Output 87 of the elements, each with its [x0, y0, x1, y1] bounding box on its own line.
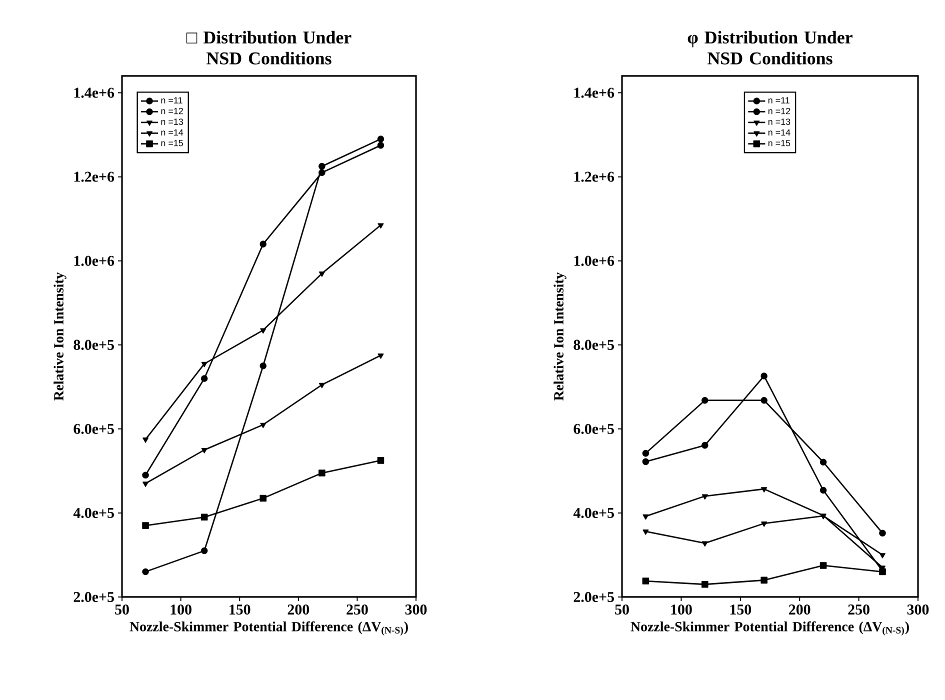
point: [702, 494, 708, 500]
point: [377, 136, 384, 142]
x-tick-label: 300: [907, 604, 929, 615]
point: [142, 438, 149, 443]
y-axis-title: Relative Ion Intensity: [54, 272, 66, 401]
point: [318, 272, 325, 277]
point: [318, 470, 326, 476]
y-tick-label: 2.0e+5: [574, 592, 614, 602]
legend-label: n =13: [161, 118, 183, 125]
y-tick-label: 1.4e+6: [574, 88, 614, 98]
point: [760, 396, 768, 404]
point: [701, 442, 708, 449]
y-tick-label: 6.0e+5: [574, 424, 614, 434]
x-tick-label: 50: [115, 604, 129, 615]
point: [760, 576, 768, 584]
point: [642, 514, 649, 520]
point: [318, 382, 325, 388]
legend-label: n =14: [768, 129, 790, 136]
legend-label: n =13: [768, 118, 790, 125]
y-tick-label: 1.2e+6: [574, 172, 614, 182]
legend-label: n =12: [161, 108, 183, 114]
point: [879, 553, 886, 558]
point: [260, 494, 267, 502]
x-tick-label: 100: [170, 604, 192, 615]
y-tick-label: 1.0e+6: [74, 256, 114, 266]
x-tick-label: 250: [848, 604, 870, 615]
point: [318, 162, 326, 170]
y-tick-label: 4.0e+5: [73, 508, 114, 518]
point: [377, 142, 384, 149]
point: [820, 458, 827, 466]
point: [378, 353, 384, 359]
point: [260, 362, 267, 370]
y-tick-label: 8.0e+5: [74, 340, 114, 350]
point: [142, 522, 149, 529]
point: [642, 578, 650, 584]
point: [200, 514, 208, 521]
point: [378, 223, 384, 229]
point: [142, 568, 149, 576]
point: [260, 240, 267, 248]
point: [260, 328, 266, 334]
chart-title: □ Distribution Under NSD Conditions: [186, 30, 352, 64]
point: [201, 362, 208, 368]
point: [701, 580, 708, 588]
x-tick-label: 250: [346, 604, 368, 615]
point: [200, 547, 208, 554]
legend-label: n =11: [768, 97, 790, 104]
x-tick-label: 50: [615, 604, 629, 615]
y-tick-label: 6.0e+5: [74, 424, 114, 434]
point: [820, 562, 827, 569]
legend-label: n =14: [161, 129, 184, 136]
x-axis-title: Nozzle-Skimmer Potential Difference (ΔV$_{(N-S)}$): [630, 621, 909, 636]
x-tick-label: 150: [730, 604, 752, 615]
point: [377, 457, 384, 464]
point: [642, 450, 650, 457]
y-tick-label: 1.4e+6: [74, 88, 114, 98]
x-tick-label: 300: [405, 604, 427, 615]
point: [701, 396, 708, 404]
x-tick-label: 200: [789, 604, 810, 615]
y-tick-label: 1.2e+6: [74, 172, 114, 182]
x-axis-title: Nozzle-Skimmer Potential Difference (ΔV$_{(N-S)}$): [130, 621, 408, 636]
point: [761, 522, 768, 527]
point: [879, 530, 886, 537]
y-tick-label: 1.0e+6: [574, 256, 614, 266]
point: [142, 482, 149, 487]
legend-label: n =12: [768, 108, 790, 114]
x-tick-label: 150: [230, 604, 250, 615]
legend-label: n =11: [161, 97, 182, 104]
legend-label: n =15: [768, 140, 790, 146]
point: [820, 486, 827, 494]
x-tick-label: 100: [671, 604, 692, 615]
legend-label: n =15: [161, 140, 183, 146]
point: [761, 487, 768, 492]
y-tick-label: 2.0e+5: [74, 592, 114, 602]
y-tick-label: 4.0e+5: [573, 508, 614, 518]
chart-title: φ Distribution Under NSD Conditions: [688, 30, 852, 64]
y-axis-title: Relative Ion Intensity: [554, 272, 566, 401]
point: [260, 422, 266, 428]
point: [201, 448, 208, 454]
point: [642, 530, 649, 535]
y-tick-label: 8.0e+5: [574, 340, 614, 350]
point: [702, 541, 708, 547]
point: [142, 472, 149, 479]
point: [760, 372, 768, 380]
point: [642, 458, 650, 466]
point: [318, 169, 326, 176]
point: [200, 375, 208, 382]
x-tick-label: 200: [288, 604, 310, 615]
